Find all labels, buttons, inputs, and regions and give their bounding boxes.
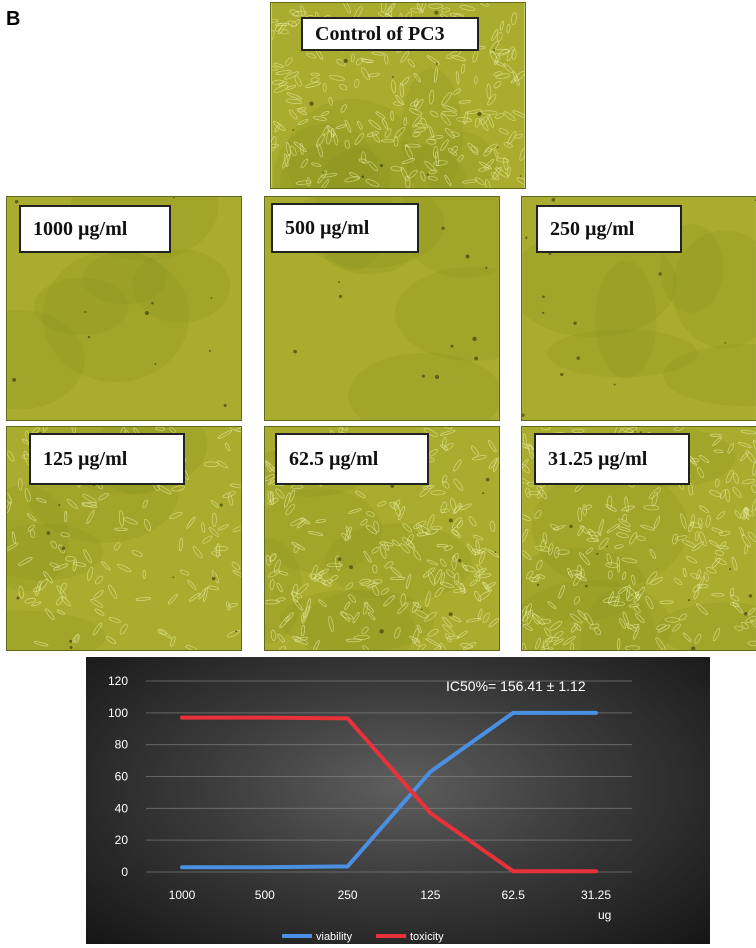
x-tick-label: 31.25 (581, 888, 611, 902)
series-line-viability (180, 710, 598, 870)
series-line-toxicity (180, 715, 598, 874)
panel-letter: B (6, 8, 21, 30)
ic50-chart: 0 20 40 60 80 100 120 1000 500 250 125 62.5 31.25 I… (86, 657, 710, 944)
legend: viability toxicity (282, 931, 444, 943)
y-tick-label: 120 (108, 674, 128, 688)
micrograph-125: 125 µg/ml (6, 426, 242, 651)
micrograph-label: 62.5 µg/ml (275, 433, 429, 485)
legend-viability-label: viability (316, 931, 353, 943)
micrograph-control: Control of PC3 (270, 2, 526, 189)
micrograph-label: 500 µg/ml (271, 203, 419, 253)
micrograph-31-25: 31.25 µg/ml (521, 426, 756, 651)
grid-lines (146, 680, 632, 873)
y-tick-label: 100 (108, 706, 128, 720)
x-tick-label: 1000 (169, 888, 196, 902)
y-tick-label: 80 (115, 738, 129, 752)
y-tick-label: 40 (115, 801, 129, 815)
y-tick-label: 0 (121, 865, 128, 879)
micrograph-label: Control of PC3 (301, 17, 479, 51)
micrograph-label: 31.25 µg/ml (534, 433, 690, 485)
x-tick-labels: 1000 500 250 125 62.5 31.25 (169, 888, 612, 902)
y-tick-label: 20 (115, 833, 129, 847)
micrograph-label: 125 µg/ml (29, 433, 185, 485)
micrograph-1000: 1000 µg/ml (6, 196, 242, 421)
chart-svg: 0 20 40 60 80 100 120 1000 500 250 125 62.5 31.25 I… (108, 674, 632, 943)
legend-toxicity-label: toxicity (410, 931, 444, 943)
series-lines (180, 710, 598, 874)
chart-annotation: IC50%= 156.41 ± 1.12 (446, 678, 586, 694)
y-tick-labels: 0 20 40 60 80 100 120 (108, 674, 128, 879)
x-tick-label: 62.5 (502, 888, 526, 902)
micrograph-250: 250 µg/ml (521, 196, 756, 421)
micrograph-500: 500 µg/ml (264, 196, 500, 421)
y-tick-label: 60 (115, 770, 129, 784)
x-tick-label: 500 (255, 888, 275, 902)
micrograph-label: 250 µg/ml (536, 205, 682, 253)
x-axis-label: ug (598, 908, 611, 922)
x-tick-label: 125 (420, 888, 440, 902)
micrograph-62-5: 62.5 µg/ml (264, 426, 500, 651)
micrograph-label: 1000 µg/ml (19, 205, 171, 253)
x-tick-label: 250 (338, 888, 358, 902)
